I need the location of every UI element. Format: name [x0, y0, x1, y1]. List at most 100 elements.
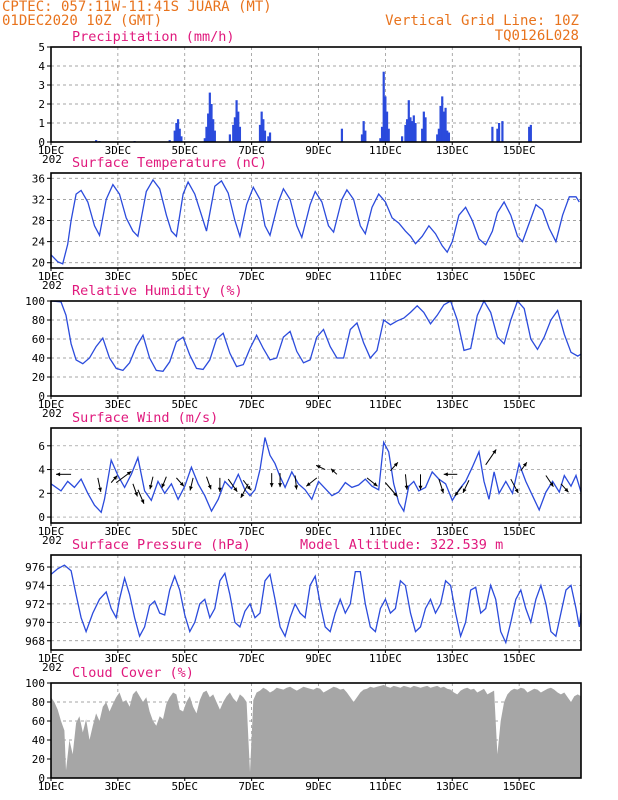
wind-arrow-head	[462, 488, 467, 493]
precip-bar	[385, 111, 389, 142]
panel-frame	[50, 46, 582, 143]
precip-bar	[176, 119, 180, 142]
y-tick-label: 0	[38, 136, 45, 149]
x-tick-label: 3DEC	[105, 652, 132, 665]
precip-bar	[412, 115, 415, 142]
precip-bar	[173, 130, 176, 142]
y-tick-label: 100	[25, 677, 45, 690]
precip-bar	[528, 126, 531, 142]
wind-arrow-head	[189, 486, 193, 491]
wind-arrow-head	[56, 472, 61, 477]
wind-arrow-head	[113, 475, 118, 480]
panel-frame	[50, 554, 582, 651]
precip-bar	[238, 126, 242, 142]
wind-arrow-head	[404, 485, 409, 490]
series-line	[50, 437, 582, 514]
precip-bar	[414, 123, 417, 142]
wind-arrow-head	[393, 492, 398, 497]
x-tick-label: 15DEC	[503, 398, 536, 411]
y-tick-label: 972	[25, 598, 45, 611]
y-tick-label: 6	[38, 440, 45, 453]
precip-bar	[496, 128, 499, 142]
x-tick-label: 1DEC	[38, 652, 65, 665]
precip-bar	[401, 136, 404, 142]
wind-arrow-head	[217, 487, 222, 492]
y-tick-label: 40	[32, 352, 45, 365]
panel-title: Surface Wind (m/s)	[72, 410, 218, 426]
y-tick-label: 4	[38, 60, 45, 73]
panels-group: 0 1 2 3 4 5 1DEC 3DEC 5DEC 7DEC 9DEC 11DEC 13DEC 15DE…	[25, 29, 582, 793]
wind-arrow-head	[522, 462, 527, 467]
precip-bar	[205, 126, 208, 142]
precip-bar	[529, 124, 532, 142]
x-tick-label: 5DEC	[172, 144, 199, 157]
precip-bar	[379, 138, 382, 142]
panel-title: Relative Humidity (%)	[72, 283, 243, 299]
x-tick-label: 9DEC	[305, 398, 332, 411]
wind-arrow-head	[316, 465, 321, 469]
panel-title: Precipitation (mm/h)	[72, 29, 235, 45]
panel-frame	[50, 300, 582, 397]
x-tick-label: 9DEC	[305, 270, 332, 283]
run-date-header: 01DEC2020 10Z (GMT)	[2, 13, 162, 29]
precip-bar	[208, 92, 211, 142]
y-tick-label: 60	[32, 715, 45, 728]
x-tick-label: 5DEC	[172, 652, 199, 665]
x-tick-label: 3DEC	[105, 780, 132, 793]
precip-bar	[411, 121, 414, 142]
series-line	[50, 299, 582, 372]
x-tick-label: 5DEC	[172, 525, 199, 538]
y-tick-label: 80	[32, 314, 45, 327]
wind-arrow-head	[306, 482, 311, 487]
precip-bar	[421, 128, 424, 142]
x-tick-label: 9DEC	[305, 652, 332, 665]
x-tick-label: 9DEC	[305, 780, 332, 793]
x-tick-label: 15DEC	[503, 270, 536, 283]
precip-bar	[360, 134, 364, 142]
wind-arrow-head	[443, 472, 448, 477]
precip-bar	[497, 123, 501, 142]
precip-bar	[424, 117, 427, 142]
wind-arrow-head	[549, 482, 554, 487]
precip-bar	[406, 119, 409, 142]
y-tick-label: 0	[38, 772, 45, 785]
y-tick-label: 32	[32, 193, 45, 206]
wind-arrow-head	[278, 483, 282, 488]
model-code: TQ0126L028	[495, 28, 579, 44]
x-tick-label: 3DEC	[105, 398, 132, 411]
x-tick-label: 7DEC	[238, 398, 265, 411]
x-tick-label: 3DEC	[105, 525, 132, 538]
x-tick-label: 11DEC	[369, 525, 402, 538]
precip-bar	[262, 119, 265, 142]
wind-arrow-head	[330, 468, 336, 473]
precip-bar	[442, 111, 446, 142]
y-tick-label: 40	[32, 734, 45, 747]
y-tick-label: 976	[25, 561, 45, 574]
x-tick-label: 3DEC	[105, 270, 132, 283]
panel-4: 0 2 4 6 1DEC 3DEC 5DEC 7DEC 9DEC 11DEC 13DEC 15DEC 2…	[38, 410, 582, 547]
wind-arrow-head	[373, 482, 378, 487]
cloud-cover-area	[51, 684, 581, 778]
x-tick-label: 1DEC	[38, 270, 65, 283]
series-line	[50, 564, 582, 645]
panel-frame	[50, 682, 582, 779]
y-tick-label: 3	[38, 79, 45, 92]
y-tick-label: 0	[38, 390, 45, 403]
x-tick-label: 11DEC	[369, 652, 402, 665]
x-tick-label: 9DEC	[305, 525, 332, 538]
precip-bar	[268, 132, 272, 142]
y-tick-label: 968	[25, 635, 45, 648]
y-tick-label: 36	[32, 172, 45, 185]
x-tick-label: 11DEC	[369, 144, 402, 157]
precip-bar	[203, 138, 206, 142]
precip-bar	[340, 128, 344, 142]
precip-bar	[382, 71, 385, 142]
precip-bar	[437, 128, 440, 142]
precip-bar	[407, 100, 410, 142]
precip-bar	[178, 128, 181, 142]
precip-bar	[404, 124, 407, 142]
x-tick-label: 5DEC	[172, 780, 199, 793]
x-tick-label: 15DEC	[503, 652, 536, 665]
y-tick-label: 24	[32, 236, 46, 249]
